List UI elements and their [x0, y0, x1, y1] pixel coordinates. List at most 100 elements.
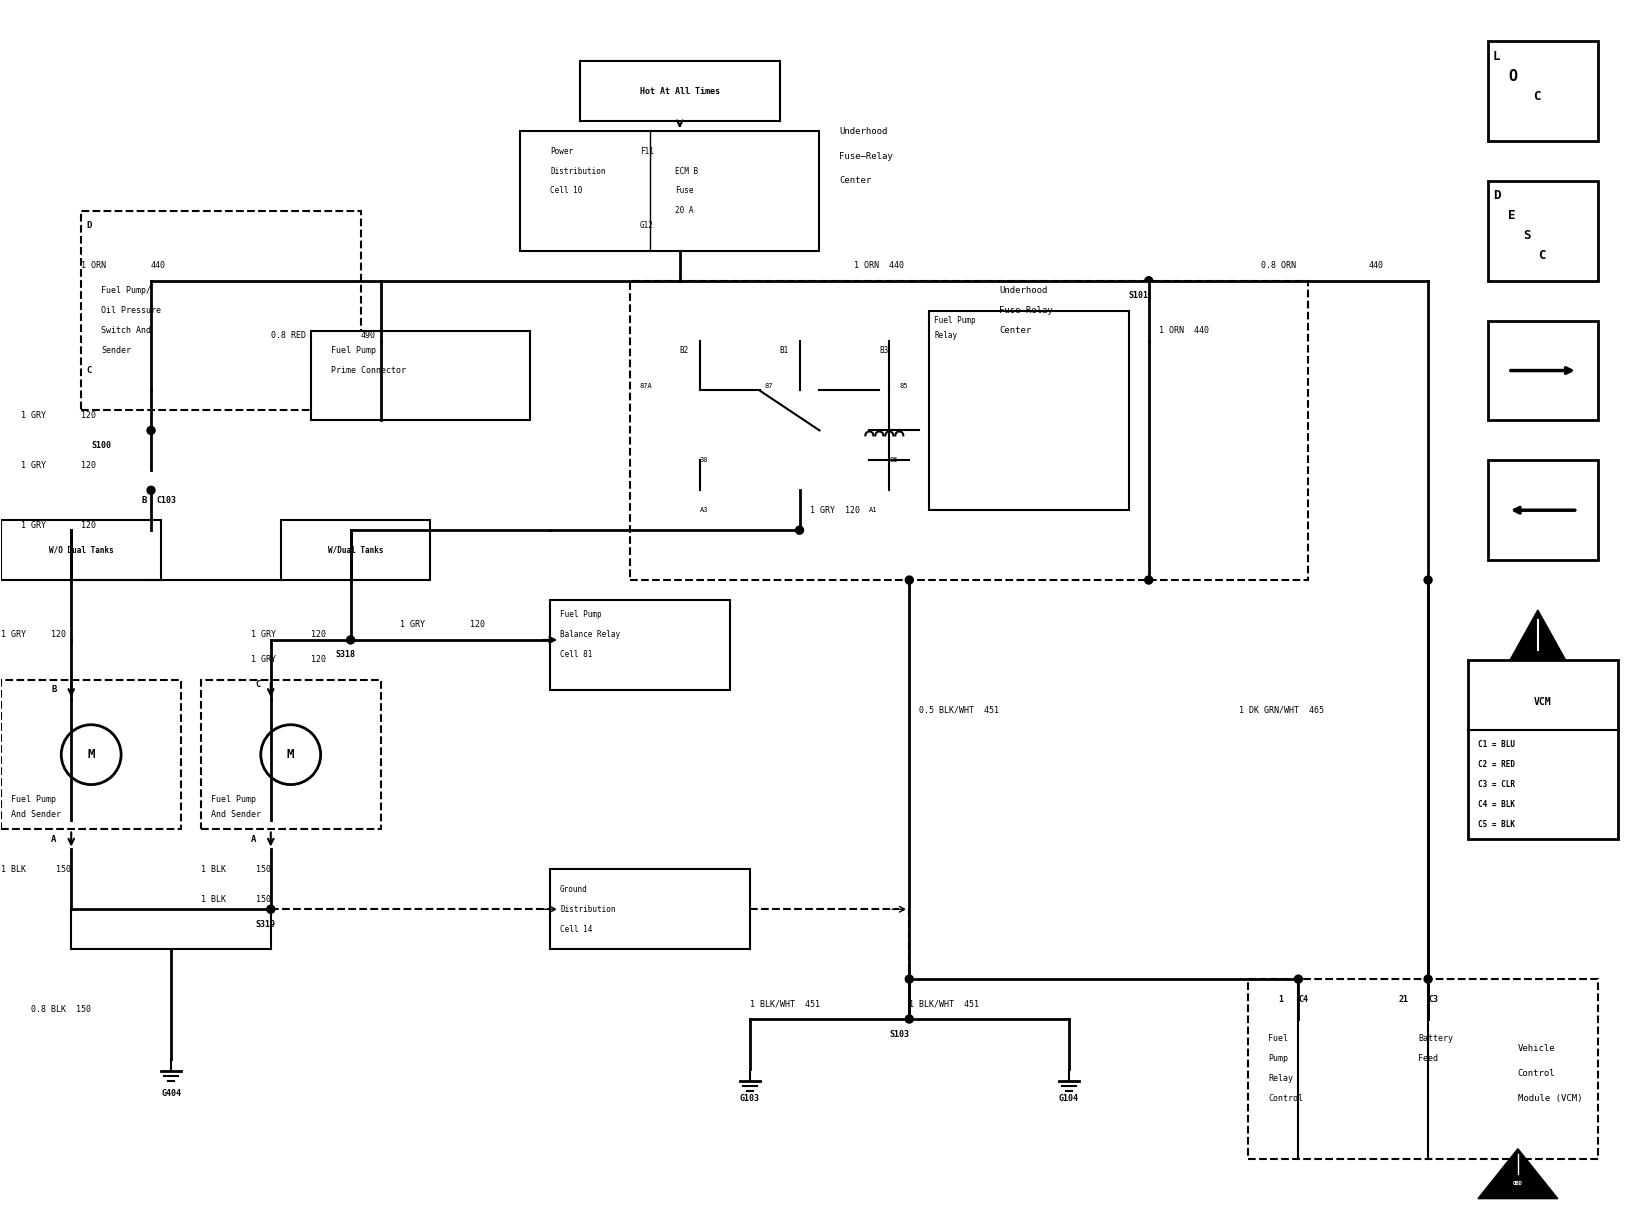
Text: 120: 120 — [471, 621, 485, 629]
Circle shape — [906, 975, 914, 983]
Text: Battery: Battery — [1419, 1035, 1453, 1043]
Text: 150: 150 — [57, 865, 72, 874]
Text: 1 ORN  440: 1 ORN 440 — [854, 261, 904, 270]
Text: Center: Center — [999, 327, 1031, 335]
Circle shape — [376, 336, 384, 345]
Text: Module (VCM): Module (VCM) — [1518, 1094, 1582, 1104]
Text: D: D — [1492, 190, 1500, 202]
Text: 440: 440 — [1368, 261, 1383, 270]
Text: Fuel Pump: Fuel Pump — [331, 346, 376, 355]
Circle shape — [1295, 975, 1302, 983]
Text: Switch And: Switch And — [101, 327, 151, 335]
Text: G103: G103 — [740, 1094, 759, 1104]
Text: D: D — [86, 221, 91, 230]
Text: C2 = RED: C2 = RED — [1478, 760, 1515, 770]
Text: S101: S101 — [1129, 292, 1148, 300]
Bar — [580, 62, 780, 121]
Text: Relay: Relay — [933, 332, 958, 340]
Circle shape — [347, 636, 355, 644]
Text: A: A — [251, 835, 256, 843]
Text: Fuse–Relay: Fuse–Relay — [999, 306, 1052, 315]
Bar — [311, 330, 529, 420]
Text: Distribution: Distribution — [551, 167, 606, 175]
Text: C: C — [256, 680, 261, 690]
Bar — [81, 211, 360, 410]
Text: C: C — [86, 367, 91, 375]
Text: 1 GRY: 1 GRY — [251, 656, 275, 664]
Text: Power: Power — [551, 146, 573, 156]
Text: 1 BLK: 1 BLK — [200, 895, 226, 904]
Text: G12: G12 — [640, 221, 653, 230]
Text: 120: 120 — [311, 656, 326, 664]
Text: ECM B: ECM B — [674, 167, 697, 175]
Bar — [1248, 979, 1598, 1159]
Text: 490: 490 — [360, 332, 376, 340]
Text: 0.8 RED: 0.8 RED — [270, 332, 306, 340]
Text: Sender: Sender — [101, 346, 132, 355]
Text: 0.8 BLK  150: 0.8 BLK 150 — [31, 1004, 91, 1014]
Text: Balance Relay: Balance Relay — [560, 630, 621, 639]
Text: 87: 87 — [764, 382, 774, 388]
Text: S318: S318 — [336, 651, 355, 659]
Text: 120: 120 — [50, 630, 67, 639]
Text: 1 BLK/WHT  451: 1 BLK/WHT 451 — [749, 999, 819, 1009]
Text: Fuel Pump: Fuel Pump — [560, 611, 601, 620]
Text: Cell 81: Cell 81 — [560, 651, 593, 659]
Bar — [280, 520, 430, 580]
Text: S103: S103 — [889, 1030, 909, 1038]
Bar — [929, 311, 1129, 511]
Text: G404: G404 — [161, 1089, 181, 1099]
Circle shape — [1424, 975, 1432, 983]
Text: OBD: OBD — [1513, 1181, 1523, 1186]
Text: 85: 85 — [899, 382, 907, 388]
Bar — [1487, 41, 1598, 142]
Text: B2: B2 — [679, 346, 689, 355]
Text: 30: 30 — [700, 457, 709, 463]
Text: 20 A: 20 A — [674, 207, 694, 215]
Text: Fuel Pump: Fuel Pump — [11, 795, 57, 805]
Circle shape — [1145, 277, 1153, 284]
Text: 1 GRY: 1 GRY — [21, 461, 46, 469]
Circle shape — [1145, 336, 1153, 345]
Circle shape — [147, 426, 155, 434]
Text: Underhood: Underhood — [839, 127, 888, 136]
Text: W/Dual Tanks: W/Dual Tanks — [327, 546, 383, 554]
Circle shape — [1145, 576, 1153, 584]
Bar — [1487, 460, 1598, 560]
Text: 1 GRY: 1 GRY — [251, 630, 275, 639]
Text: B: B — [142, 496, 147, 505]
Text: Fuel Pump: Fuel Pump — [210, 795, 256, 805]
Text: 1 GRY: 1 GRY — [2, 630, 26, 639]
Text: Distribution: Distribution — [560, 905, 616, 914]
Text: 120: 120 — [81, 411, 96, 420]
Text: S319: S319 — [256, 920, 275, 929]
Text: 1 BLK: 1 BLK — [200, 865, 226, 874]
Bar — [1487, 321, 1598, 420]
Text: L: L — [1492, 50, 1500, 63]
Polygon shape — [1478, 1148, 1557, 1199]
Text: 1 BLK: 1 BLK — [2, 865, 26, 874]
Text: 1 GRY: 1 GRY — [21, 411, 46, 420]
Text: 1 BLK/WHT  451: 1 BLK/WHT 451 — [909, 999, 979, 1009]
Text: 1 ORN: 1 ORN — [81, 261, 106, 270]
Text: S: S — [1523, 230, 1530, 242]
Text: 1 GRY  120: 1 GRY 120 — [810, 506, 860, 514]
Bar — [1468, 659, 1618, 840]
Text: OBD: OBD — [1531, 676, 1544, 682]
Text: Underhood: Underhood — [999, 287, 1047, 295]
Text: 120: 120 — [81, 520, 96, 530]
Text: C4 = BLK: C4 = BLK — [1478, 800, 1515, 809]
Text: S100: S100 — [91, 440, 111, 450]
Text: Fuel Pump: Fuel Pump — [933, 316, 976, 325]
Text: And Sender: And Sender — [210, 809, 261, 819]
Text: 120: 120 — [81, 461, 96, 469]
Text: 150: 150 — [256, 865, 270, 874]
Text: A1: A1 — [870, 507, 878, 513]
Text: Vehicle: Vehicle — [1518, 1044, 1556, 1054]
Text: Fuse–Relay: Fuse–Relay — [839, 151, 893, 161]
Text: 86: 86 — [889, 457, 898, 463]
Text: B3: B3 — [880, 346, 888, 355]
Text: Pump: Pump — [1269, 1054, 1289, 1064]
Text: F11: F11 — [640, 146, 653, 156]
Text: 1 GRY: 1 GRY — [401, 621, 425, 629]
